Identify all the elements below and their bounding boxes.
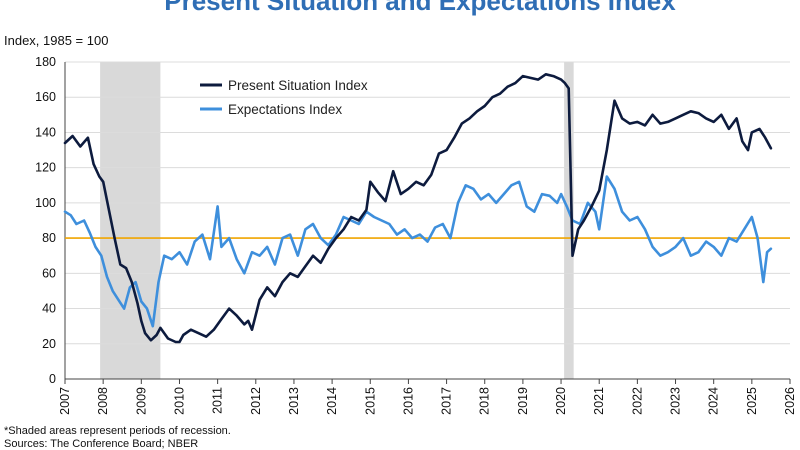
y-axis-ticks: 0 20 40 60 80 100 120 140 160 180 <box>35 55 56 386</box>
x-tick-label-2008: 2008 <box>96 387 110 415</box>
x-tick-label-2017: 2017 <box>440 387 454 415</box>
footnote-sources: Sources: The Conference Board; NBER <box>4 438 198 450</box>
y-tick-label-20: 20 <box>42 337 56 351</box>
x-tick-label-2010: 2010 <box>172 387 186 415</box>
series-lines <box>63 73 773 344</box>
x-tick-label-2007: 2007 <box>58 387 72 415</box>
x-tick-label-2015: 2015 <box>363 387 377 415</box>
series-line-present-situation <box>63 73 773 344</box>
y-tick-label-80: 80 <box>42 231 56 245</box>
x-tick-label-2009: 2009 <box>134 387 148 415</box>
legend-label-expectations: Expectations Index <box>228 102 342 117</box>
recession-band-1 <box>564 62 574 379</box>
y-tick-label-40: 40 <box>42 302 56 316</box>
series-line-expectations <box>63 175 773 328</box>
x-tick-label-2026: 2026 <box>783 387 797 415</box>
y-tick-label-180: 180 <box>35 55 56 69</box>
y-tick-label-100: 100 <box>35 196 56 210</box>
x-tick-label-2013: 2013 <box>287 387 301 415</box>
chart-title: Present Situation and Expectations Index <box>164 0 676 16</box>
x-tick-label-2022: 2022 <box>630 387 644 415</box>
x-tick-label-2019: 2019 <box>516 387 530 415</box>
recession-band-0 <box>100 62 161 379</box>
legend: Present Situation Index Expectations Ind… <box>200 78 368 117</box>
y-tick-label-120: 120 <box>35 161 56 175</box>
x-tick-label-2014: 2014 <box>325 387 339 415</box>
x-tick-label-2018: 2018 <box>478 387 492 415</box>
y-axis-unit-label: Index, 1985 = 100 <box>4 33 108 48</box>
y-tick-label-160: 160 <box>35 90 56 104</box>
x-tick-label-2012: 2012 <box>249 387 263 415</box>
x-tick-label-2011: 2011 <box>211 387 225 414</box>
x-tick-label-2021: 2021 <box>592 387 606 415</box>
x-tick-label-2023: 2023 <box>669 387 683 415</box>
x-tick-label-2016: 2016 <box>401 387 415 415</box>
x-tick-label-2024: 2024 <box>707 387 721 415</box>
y-tick-label-0: 0 <box>49 372 56 386</box>
footnote-recession: *Shaded areas represent periods of reces… <box>4 425 231 437</box>
y-tick-label-140: 140 <box>35 125 56 139</box>
x-tick-label-2020: 2020 <box>554 387 568 415</box>
legend-label-present-situation: Present Situation Index <box>228 78 368 93</box>
x-tick-label-2025: 2025 <box>745 387 759 415</box>
y-tick-label-60: 60 <box>42 266 56 280</box>
x-axis-ticks: 2007 2008 2009 2010 2011 2012 2013 2014 2015 2016… <box>58 379 797 415</box>
gridlines <box>64 61 790 380</box>
